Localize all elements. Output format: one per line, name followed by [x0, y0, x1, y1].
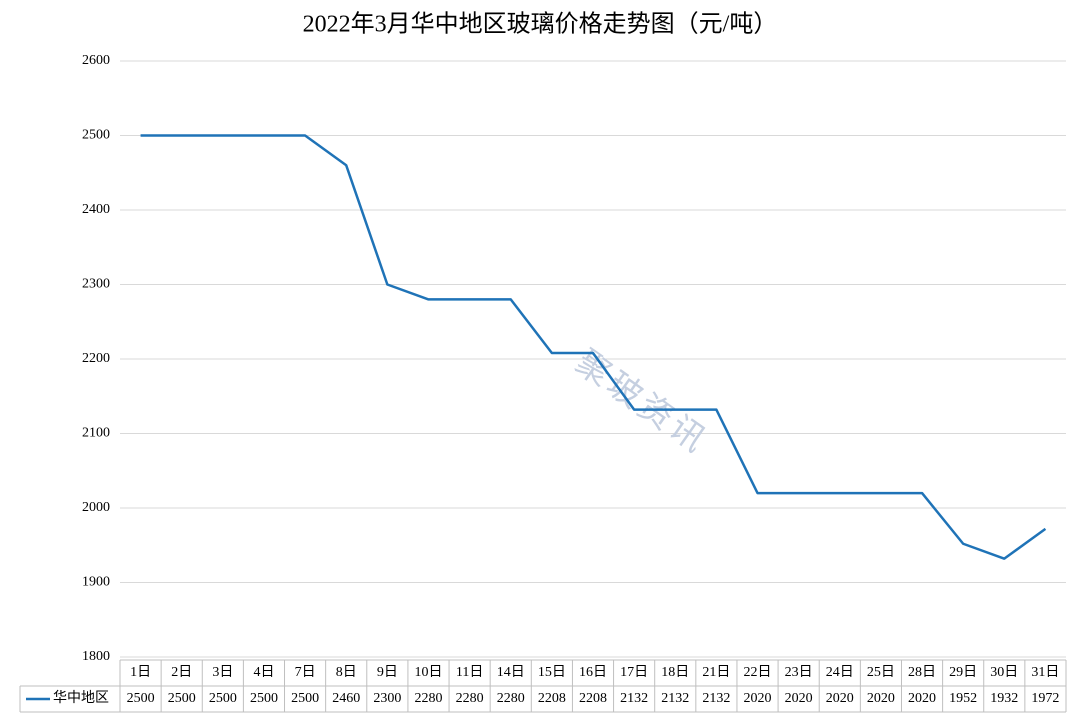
table-value: 2500 — [209, 691, 237, 706]
x-tick-label: 21日 — [702, 665, 730, 680]
x-tick-label: 31日 — [1031, 665, 1059, 680]
table-value: 2132 — [620, 691, 648, 706]
table-value: 2020 — [826, 691, 854, 706]
x-tick-label: 23日 — [785, 665, 813, 680]
x-tick-label: 1日 — [130, 665, 151, 680]
table-value: 2132 — [702, 691, 730, 706]
y-tick-label: 1800 — [82, 649, 110, 664]
legend-label: 华中地区 — [53, 690, 109, 706]
table-value: 2500 — [168, 691, 196, 706]
x-tick-label: 2日 — [171, 665, 192, 680]
y-tick-label: 2500 — [82, 128, 110, 143]
x-tick-label: 25日 — [867, 665, 895, 680]
table-value: 2500 — [291, 691, 319, 706]
x-tick-label: 9日 — [377, 665, 398, 680]
x-tick-label: 24日 — [826, 665, 854, 680]
table-value: 1952 — [949, 691, 977, 706]
table-value: 2020 — [785, 691, 813, 706]
table-value: 2280 — [456, 691, 484, 706]
x-tick-label: 10日 — [414, 665, 442, 680]
y-tick-label: 2100 — [82, 426, 110, 441]
x-tick-label: 18日 — [661, 665, 689, 680]
table-value: 2208 — [579, 691, 607, 706]
y-tick-label: 2600 — [82, 53, 110, 68]
x-tick-label: 22日 — [744, 665, 772, 680]
table-value: 2020 — [867, 691, 895, 706]
table-value: 2020 — [744, 691, 772, 706]
line-series — [140, 134, 1047, 560]
chart-title: 2022年3月华中地区玻璃价格走势图（元/吨） — [303, 11, 778, 38]
y-tick-label: 2400 — [82, 202, 110, 217]
y-tick-label: 2000 — [82, 500, 110, 515]
x-tick-label: 16日 — [579, 665, 607, 680]
x-tick-label: 8日 — [336, 665, 357, 680]
table-value: 2280 — [414, 691, 442, 706]
x-tick-label: 11日 — [456, 665, 483, 680]
x-tick-label: 3日 — [212, 665, 233, 680]
table-value: 2300 — [373, 691, 401, 706]
x-tick-label: 14日 — [497, 665, 525, 680]
table-value: 2280 — [497, 691, 525, 706]
table-value: 2500 — [250, 691, 278, 706]
table-value: 2460 — [332, 691, 360, 706]
y-tick-label: 2200 — [82, 351, 110, 366]
x-tick-label: 4日 — [253, 665, 274, 680]
x-tick-label: 15日 — [538, 665, 566, 680]
x-tick-label: 28日 — [908, 665, 936, 680]
x-tick-label: 30日 — [990, 665, 1018, 680]
table-value: 2208 — [538, 691, 566, 706]
table-value: 1932 — [990, 691, 1018, 706]
table-value: 2020 — [908, 691, 936, 706]
table-value: 2500 — [127, 691, 155, 706]
table-value: 1972 — [1031, 691, 1059, 706]
watermark: 聚玻资讯 — [569, 343, 715, 461]
x-tick-label: 17日 — [620, 665, 648, 680]
x-tick-label: 29日 — [949, 665, 977, 680]
x-tick-label: 7日 — [295, 665, 316, 680]
y-tick-label: 2300 — [82, 277, 110, 292]
y-tick-label: 1900 — [82, 575, 110, 590]
table-value: 2132 — [661, 691, 689, 706]
